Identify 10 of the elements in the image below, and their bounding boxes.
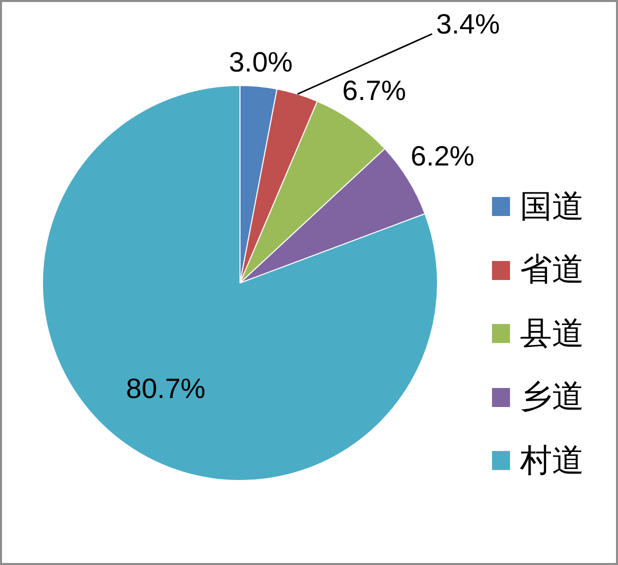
data-label: 3.0% [228, 46, 293, 78]
data-label: 80.7% [126, 372, 206, 404]
data-label: 6.7% [342, 74, 406, 106]
data-label: 6.2% [410, 140, 474, 172]
legend-label: 省道 [520, 249, 584, 290]
legend-label: 乡道 [520, 376, 584, 418]
data-label: 3.4% [436, 8, 500, 40]
legend-label: 村道 [520, 440, 584, 481]
legend-label: 县道 [520, 312, 584, 354]
legend-label: 国道 [520, 186, 584, 227]
